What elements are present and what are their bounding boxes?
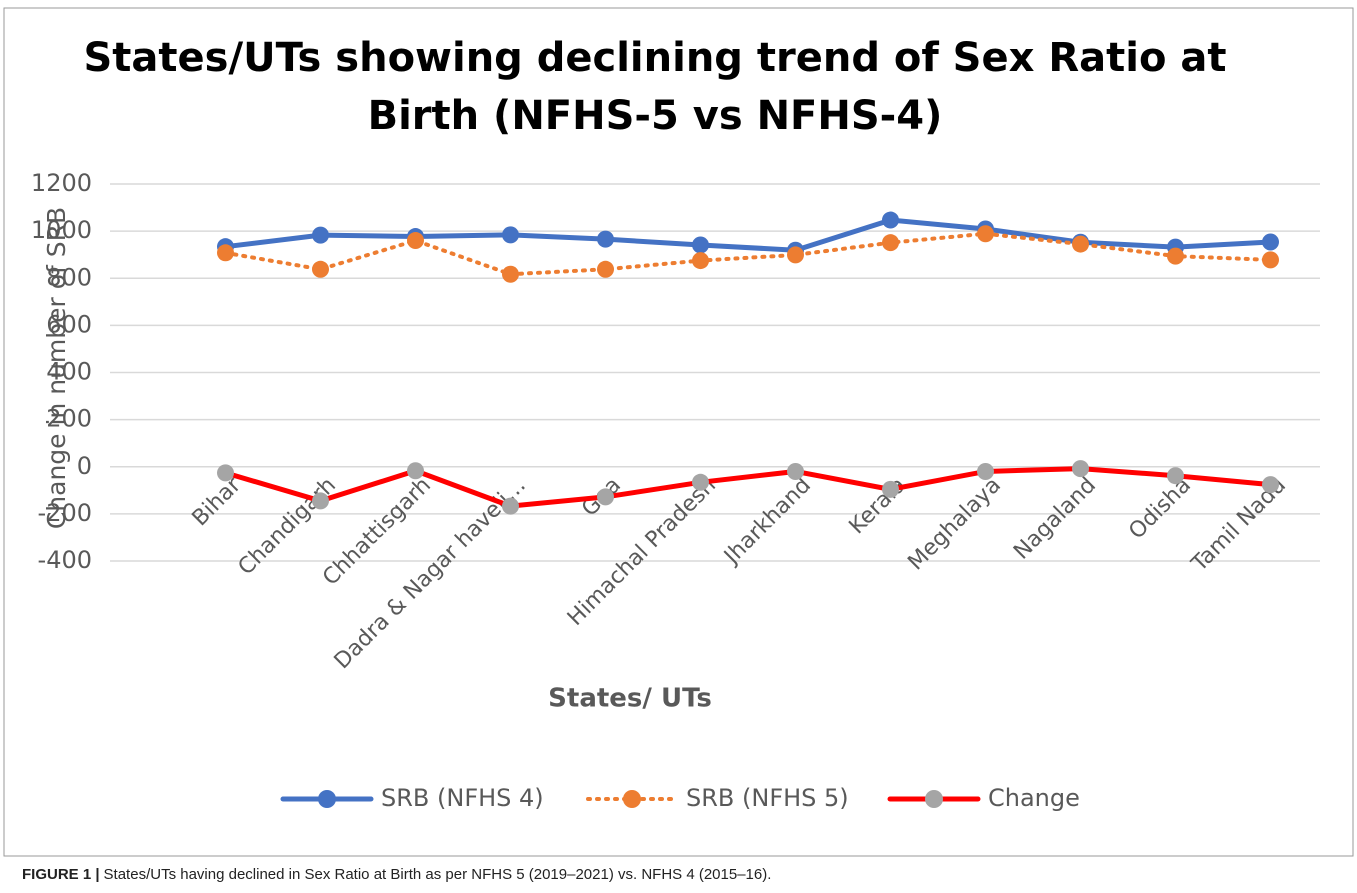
data-point (1262, 251, 1279, 269)
data-point (1167, 247, 1184, 265)
caption-text: States/UTs having declined in Sex Ratio … (103, 866, 772, 883)
legend-marker (925, 790, 943, 808)
data-point (502, 265, 519, 283)
legend-label: SRB (NFHS 4) (381, 784, 544, 812)
y-axis-title: Change in number of SRB (42, 207, 71, 529)
x-axis-title: States/ UTs (548, 684, 712, 714)
data-point (692, 473, 709, 491)
data-point (502, 497, 519, 515)
data-point (787, 462, 804, 480)
legend-marker (318, 790, 336, 808)
chart-title: Birth (NFHS-5 vs NFHS-4) (368, 93, 943, 139)
y-tick-label: -400 (38, 546, 92, 574)
legend-label: Change (988, 784, 1080, 812)
data-point (1262, 476, 1279, 494)
data-point (1072, 235, 1089, 253)
y-tick-label: 600 (46, 310, 92, 338)
legend-marker (623, 790, 641, 808)
data-point (787, 246, 804, 264)
data-point (312, 260, 329, 278)
data-point (217, 464, 234, 482)
data-point (692, 252, 709, 270)
data-point (882, 234, 899, 252)
data-point (1167, 467, 1184, 485)
data-point (597, 230, 614, 248)
y-tick-label: 1200 (31, 169, 92, 197)
y-tick-label: 400 (46, 358, 92, 386)
data-point (977, 225, 994, 243)
y-tick-label: 0 (77, 452, 92, 480)
data-point (692, 236, 709, 254)
data-point (502, 226, 519, 244)
data-point (312, 492, 329, 510)
data-point (1262, 233, 1279, 251)
data-point (597, 488, 614, 506)
caption: FIGURE 1 | States/UTs having declined in … (22, 866, 771, 883)
y-tick-label: -200 (38, 499, 92, 527)
y-tick-label: 800 (46, 263, 92, 291)
chart-frame (3, 7, 1354, 857)
data-point (597, 260, 614, 278)
data-point (882, 480, 899, 498)
series-line (223, 231, 1273, 277)
chart-title: States/UTs showing declining trend of Se… (84, 35, 1227, 81)
data-point (312, 226, 329, 244)
caption-label: FIGURE 1 | (22, 866, 100, 883)
data-point (1072, 460, 1089, 478)
data-point (217, 244, 234, 262)
y-tick-label: 1000 (31, 216, 92, 244)
data-point (977, 462, 994, 480)
data-point (407, 232, 424, 250)
legend-label: SRB (NFHS 5) (686, 784, 849, 812)
series-line (223, 466, 1273, 509)
series-line (223, 217, 1273, 253)
y-tick-label: 200 (46, 405, 92, 433)
data-point (407, 462, 424, 480)
data-point (882, 211, 899, 229)
